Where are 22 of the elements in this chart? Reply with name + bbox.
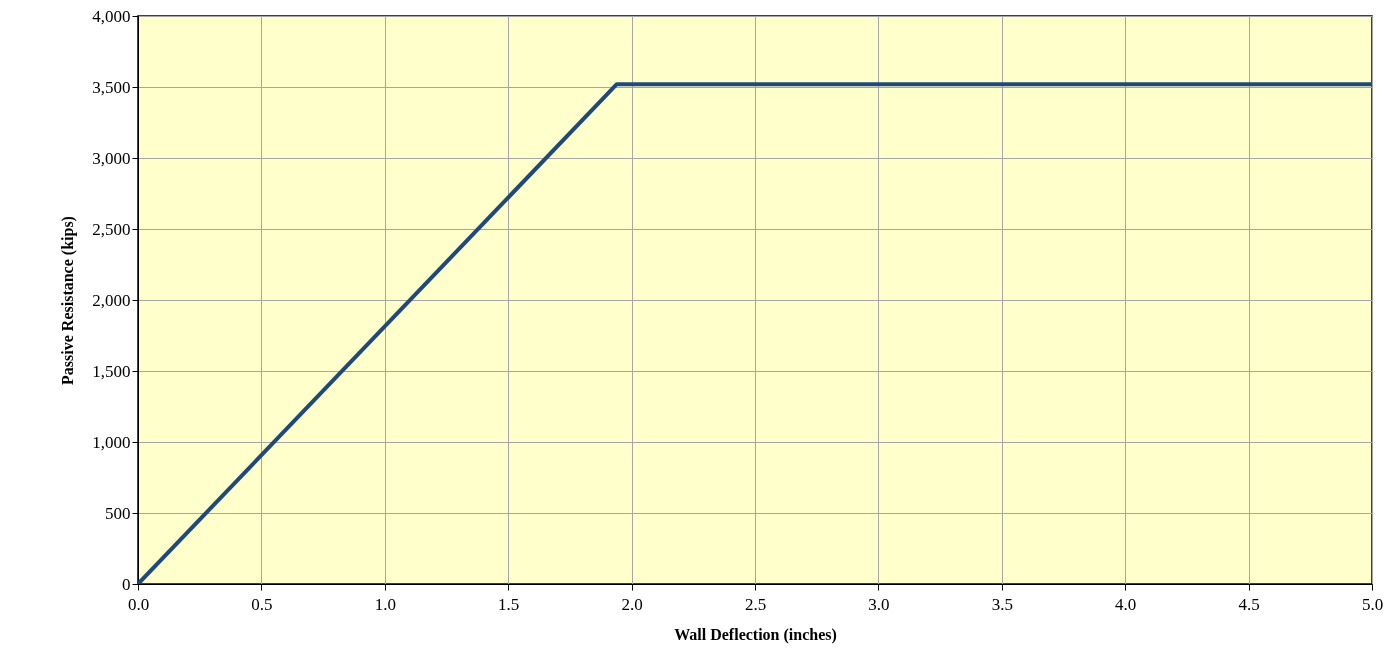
y-tick-label: 500 <box>105 503 131 523</box>
x-tick-label: 2.5 <box>744 594 767 614</box>
x-tick-label: 3.0 <box>868 594 890 614</box>
x-tick-label: 1.0 <box>374 594 396 614</box>
y-tick-label: 3,500 <box>92 77 131 97</box>
y-axis-title: Passive Resistance (kips) <box>59 216 78 385</box>
x-tick-label: 0.0 <box>127 594 150 614</box>
x-axis-title: Wall Deflection (inches) <box>674 625 837 644</box>
x-tick-label: 3.5 <box>991 594 1013 614</box>
x-tick-label: 2.0 <box>621 594 643 614</box>
y-tick-label: 0 <box>122 574 131 594</box>
x-tick-label: 4.0 <box>1115 594 1137 614</box>
y-tick-label: 1,000 <box>92 432 131 452</box>
x-tick-label: 0.5 <box>251 594 273 614</box>
y-tick-label: 1,500 <box>92 361 131 381</box>
y-tick-label: 2,500 <box>92 219 131 239</box>
x-tick-label: 5.0 <box>1361 594 1384 614</box>
y-tick-label: 3,000 <box>92 148 131 168</box>
x-tick-label: 1.5 <box>498 594 520 614</box>
y-tick-label: 4,000 <box>92 6 131 26</box>
x-tick-label: 4.5 <box>1238 594 1260 614</box>
y-tick-label: 2,000 <box>92 290 131 310</box>
